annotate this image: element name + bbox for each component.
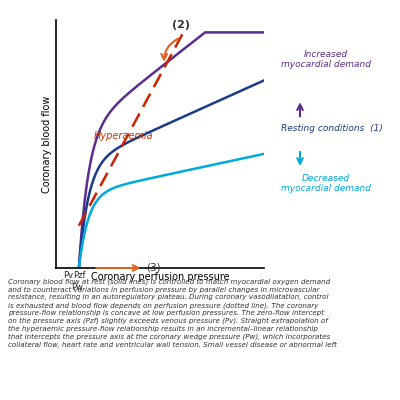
Text: Pzf: Pzf xyxy=(73,271,85,280)
Text: Resting conditions  (1): Resting conditions (1) xyxy=(281,124,383,133)
Text: Pw: Pw xyxy=(71,283,83,292)
Text: Decreased
myocardial demand: Decreased myocardial demand xyxy=(281,174,371,193)
Text: Increased
myocardial demand: Increased myocardial demand xyxy=(281,50,371,69)
Y-axis label: Coronary blood flow: Coronary blood flow xyxy=(42,95,52,193)
X-axis label: Coronary perfusion pressure: Coronary perfusion pressure xyxy=(91,272,229,282)
Text: Coronary blood flow at rest (solid lines) is controlled to match myocardial oxyg: Coronary blood flow at rest (solid lines… xyxy=(8,278,337,348)
Text: Hyperaemia: Hyperaemia xyxy=(94,131,153,141)
Text: (2): (2) xyxy=(172,20,190,30)
Text: Pv: Pv xyxy=(64,271,74,280)
Text: (3): (3) xyxy=(146,263,161,273)
